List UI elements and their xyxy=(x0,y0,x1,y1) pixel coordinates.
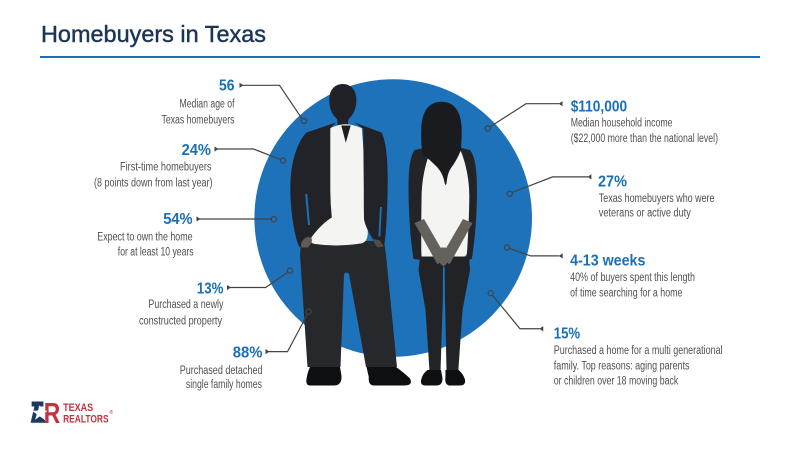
svg-text:Texas homebuyers who were: Texas homebuyers who were xyxy=(599,193,715,205)
svg-text:R: R xyxy=(44,398,61,430)
svg-text:27%: 27% xyxy=(598,174,627,191)
svg-text:Texas homebuyers: Texas homebuyers xyxy=(162,115,235,127)
svg-text:$110,000: $110,000 xyxy=(571,98,627,115)
svg-text:24%: 24% xyxy=(182,142,211,159)
svg-text:for at least 10 years: for at least 10 years xyxy=(118,247,194,259)
svg-text:40% of buyers spent this lengt: 40% of buyers spent this length xyxy=(570,272,695,284)
svg-text:family. Top reasons: aging par: family. Top reasons: aging parents xyxy=(554,361,690,373)
svg-text:4-13 weeks: 4-13 weeks xyxy=(570,252,645,269)
svg-text:Median household income: Median household income xyxy=(571,118,673,130)
svg-text:TEXAS: TEXAS xyxy=(63,402,93,414)
svg-text:56: 56 xyxy=(219,78,235,95)
svg-text:single family homes: single family homes xyxy=(186,379,262,391)
svg-text:constructed property: constructed property xyxy=(139,316,222,328)
svg-text:15%: 15% xyxy=(554,326,580,343)
svg-text:88%: 88% xyxy=(233,345,263,362)
svg-text:Expect to own the home: Expect to own the home xyxy=(97,231,192,243)
svg-text:Homebuyers in Texas: Homebuyers in Texas xyxy=(41,21,266,47)
svg-text:of time searching for a home: of time searching for a home xyxy=(570,287,682,299)
svg-text:13%: 13% xyxy=(197,280,224,297)
svg-text:Purchased detached: Purchased detached xyxy=(180,365,263,377)
svg-text:First-time homebuyers: First-time homebuyers xyxy=(120,161,212,173)
svg-text:Purchased a home for a multi g: Purchased a home for a multi generationa… xyxy=(554,345,723,357)
svg-text:veterans or active duty: veterans or active duty xyxy=(599,207,691,219)
svg-text:54%: 54% xyxy=(163,211,192,228)
svg-text:($22,000 more than the nationa: ($22,000 more than the national level) xyxy=(571,133,718,145)
svg-text:REALTORS: REALTORS xyxy=(63,413,109,425)
svg-text:Median age of: Median age of xyxy=(180,98,236,110)
svg-text:Purchased a newly: Purchased a newly xyxy=(148,299,223,311)
svg-text:®: ® xyxy=(110,409,114,416)
svg-text:(8 points down from last year): (8 points down from last year) xyxy=(94,178,213,190)
svg-text:or children over 18 moving bac: or children over 18 moving back xyxy=(554,376,679,388)
